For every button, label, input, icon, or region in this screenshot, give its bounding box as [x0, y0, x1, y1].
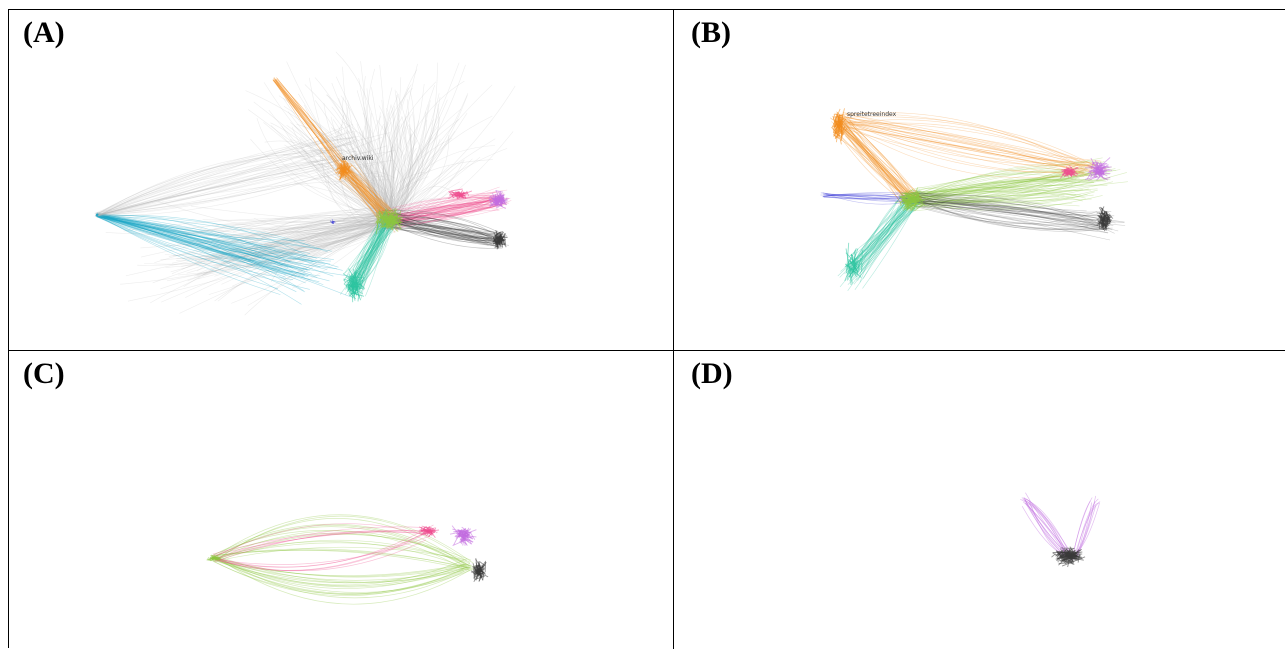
network-graph-a: archiv.wiki: [9, 10, 674, 351]
network-graph-b: spreitetreeindex: [674, 10, 1285, 351]
panel-label-b: (B): [691, 16, 731, 50]
network-figure-grid: (A) archiv.wiki (B) spreitetreeindex (C)…: [8, 9, 1285, 648]
node-label-b: spreitetreeindex: [847, 111, 897, 118]
panel-a: (A) archiv.wiki: [9, 10, 674, 351]
node-label-a: archiv.wiki: [342, 155, 374, 162]
panel-d: (D): [674, 351, 1285, 649]
green-cluster: [207, 555, 221, 561]
panel-b: (B) spreitetreeindex: [674, 10, 1285, 351]
network-graph-c: [9, 351, 674, 649]
teal-cluster: [845, 243, 863, 285]
pink-cluster: [419, 526, 439, 538]
arc-bundle: [1020, 493, 1071, 561]
panel-label-c: (C): [23, 357, 65, 391]
dark-cluster: [471, 558, 488, 582]
panel-label-d: (D): [691, 357, 733, 391]
panel-c: (C): [9, 351, 674, 649]
network-graph-d: [674, 351, 1285, 649]
panel-label-a: (A): [23, 16, 65, 50]
purple-cluster: [450, 526, 476, 546]
header-strip: [0, 0, 1285, 9]
